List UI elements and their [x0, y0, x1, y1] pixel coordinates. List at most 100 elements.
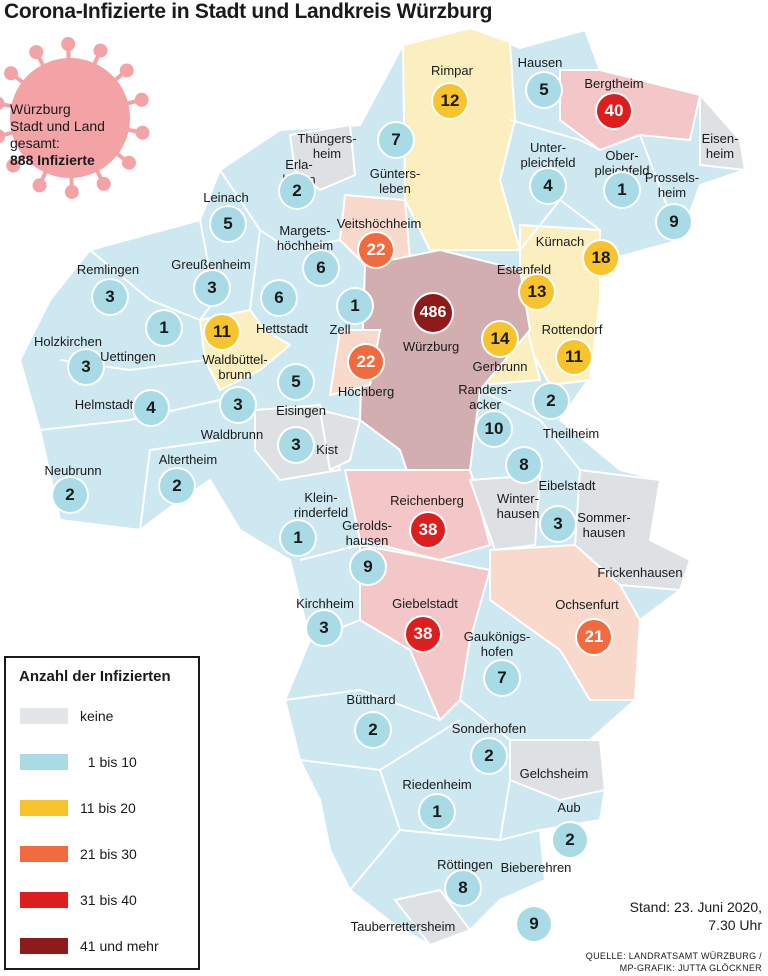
infection-count-badge: 2 [53, 478, 87, 512]
municipality-label: Tauberrettersheim [350, 919, 456, 934]
legend-swatch [20, 846, 68, 862]
municipality-label: Aub [557, 800, 581, 815]
legend-swatch [20, 800, 68, 816]
summary-line-1: Würzburg [10, 101, 71, 117]
source-credit: QUELLE: LANDRATSAMT WÜRZBURG / MP-GRAFIK… [586, 950, 762, 974]
municipality-label: Zell [329, 322, 351, 337]
municipality-label: Hausen [517, 55, 563, 70]
infection-count-badge: 3 [221, 388, 255, 422]
infection-count-badge: 22 [359, 233, 393, 267]
infection-count-badge: 1 [281, 521, 315, 555]
municipality-label: Sommer- hausen [577, 510, 631, 540]
municipality-label: Winter- hausen [496, 491, 540, 521]
municipality-label: Waldbrunn [200, 427, 264, 442]
municipality-label: Randers- acker [458, 382, 512, 412]
infection-count-badge: 9 [517, 907, 551, 941]
legend-label: 11 bis 20 [80, 800, 136, 816]
summary-line-2: Stadt und Land [10, 118, 105, 134]
municipality-label: Gerbrunn [472, 359, 528, 374]
legend-swatch [20, 754, 68, 770]
municipality-label: Eibelstadt [538, 478, 596, 493]
legend-swatch [20, 892, 68, 908]
legend-title: Anzahl der Infizierten [19, 668, 171, 685]
infection-count-badge: 1 [147, 311, 181, 345]
municipality-label: Ochsenfurt [555, 597, 619, 612]
municipality-label: Veitshöchheim [336, 216, 422, 231]
virus-icon [0, 37, 150, 199]
municipality-label: Gerolds- hausen [342, 518, 392, 548]
infection-count-badge: 4 [134, 391, 168, 425]
municipality-label: Riedenheim [402, 777, 472, 792]
legend-label: keine [80, 708, 114, 724]
infection-count-badge: 3 [69, 350, 103, 384]
legend-label: 31 bis 40 [80, 892, 137, 908]
infection-count-badge: 3 [307, 611, 341, 645]
municipality-label: Margets- höchheim [276, 223, 334, 253]
infection-count-badge: 486 [414, 294, 452, 332]
infection-count-badge: 6 [262, 281, 296, 315]
infection-count-badge: 12 [433, 84, 467, 118]
municipality-label: Kist [316, 442, 338, 457]
municipality-label: Theilheim [542, 426, 600, 441]
infection-count-badge: 18 [584, 241, 618, 275]
infection-count-badge: 3 [195, 271, 229, 305]
source-line-2: MP-GRAFIK: JUTTA GLÖCKNER [619, 963, 762, 973]
municipality-label: Holzkirchen [34, 334, 102, 349]
municipality-label: Kirchheim [296, 596, 354, 611]
infection-count-badge: 3 [93, 280, 127, 314]
summary-total: 888 Infizierte [10, 152, 95, 168]
infection-count-badge: 2 [472, 739, 506, 773]
municipality-label: Neubrunn [44, 463, 102, 478]
municipality-label: Leinach [203, 190, 249, 205]
municipality-label: Klein- rinderfeld [293, 490, 349, 520]
infection-count-badge: 38 [411, 513, 445, 547]
infection-count-badge: 40 [597, 94, 631, 128]
infection-count-badge: 2 [356, 713, 390, 747]
infection-count-badge: 7 [379, 123, 413, 157]
legend-item: 41 und mehr [20, 936, 159, 956]
municipality-label: Gelchsheim [519, 766, 589, 781]
infection-count-badge: 8 [507, 448, 541, 482]
infection-count-badge: 6 [304, 251, 338, 285]
municipality-label: Prossels- heim [644, 170, 700, 200]
infection-count-badge: 1 [338, 289, 372, 323]
municipality-label: Unter- pleichfeld [520, 140, 576, 170]
infection-count-badge: 1 [420, 795, 454, 829]
legend: Anzahl der Infizierten keine 1 bis 10 11 … [4, 656, 200, 970]
infection-count-badge: 13 [520, 275, 554, 309]
municipality-label: Uettingen [100, 349, 156, 364]
infection-count-badge: 3 [541, 507, 575, 541]
municipality-label: Kürnach [535, 234, 585, 249]
municipality-label: Altertheim [158, 452, 218, 467]
legend-label: 1 bis 10 [80, 754, 137, 770]
legend-swatch [20, 708, 68, 724]
municipality-label: Rimpar [431, 63, 473, 78]
municipality-label: Bütthard [346, 692, 396, 707]
infection-count-badge: 5 [279, 365, 313, 399]
municipality-label: Waldbüttel- brunn [202, 352, 268, 382]
legend-label: 21 bis 30 [80, 846, 137, 862]
municipality-label: Bieberehren [500, 860, 572, 875]
infection-count-badge: 21 [577, 620, 611, 654]
municipality-label: Helmstadt [74, 397, 134, 412]
municipality-label: Eisen- heim [701, 131, 739, 161]
infection-count-badge: 14 [483, 322, 517, 356]
infection-count-badge: 38 [406, 617, 440, 651]
infection-count-badge: 11 [557, 340, 591, 374]
infection-count-badge: 9 [351, 550, 385, 584]
infection-count-badge: 5 [527, 73, 561, 107]
municipality-label: Estenfeld [496, 262, 552, 277]
infection-count-badge: 10 [477, 412, 511, 446]
legend-item: 31 bis 40 [20, 890, 137, 910]
municipality-label: Thüngers- heim [297, 131, 357, 161]
legend-swatch [20, 938, 68, 954]
municipality-label: Ober- pleichfeld [594, 148, 650, 178]
infection-count-badge: 2 [534, 384, 568, 418]
municipality-label: Rottendorf [541, 322, 603, 337]
infection-count-badge: 8 [446, 871, 480, 905]
municipality-label: Sonderhofen [451, 721, 527, 736]
date-line-1: Stand: 23. Juni 2020, [629, 899, 762, 915]
legend-item: 1 bis 10 [20, 752, 137, 772]
infection-count-badge: 7 [485, 661, 519, 695]
